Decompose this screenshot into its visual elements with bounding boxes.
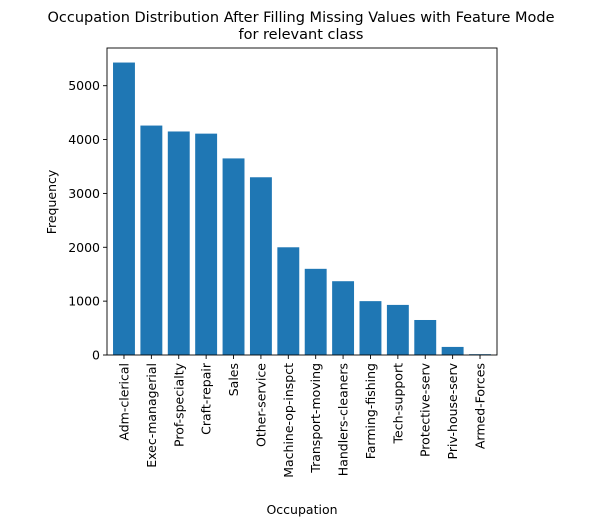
x-tick-label: Protective-serv xyxy=(418,362,433,457)
x-tick-label: Farming-fishing xyxy=(363,363,378,459)
y-tick-label: 3000 xyxy=(68,186,100,201)
x-axis-ticks: Adm-clerical Exec-managerial Prof-specialt… xyxy=(116,355,488,478)
plot-frame xyxy=(106,47,498,356)
y-tick-label: 4000 xyxy=(68,132,100,147)
bar-farming-fishing xyxy=(359,301,382,355)
bar-exec-managerial xyxy=(140,125,163,355)
bar-priv-house-serv xyxy=(441,346,464,355)
x-tick-label: Prof-specialty xyxy=(171,362,186,447)
x-tick-label: Priv-house-serv xyxy=(445,362,460,459)
y-axis-ticks: 0 1000 2000 3000 4000 5000 xyxy=(68,78,107,363)
x-tick-label: Tech-support xyxy=(390,363,405,445)
x-tick-label: Craft-repair xyxy=(199,362,214,435)
bar-sales xyxy=(222,158,245,355)
x-tick-label: Armed-Forces xyxy=(473,363,488,449)
x-tick-label: Other-service xyxy=(253,363,268,447)
bar-handlers-cleaners xyxy=(332,281,355,355)
bars-group xyxy=(113,62,491,355)
bar-adm-clerical xyxy=(113,62,135,355)
y-tick-label: 2000 xyxy=(68,240,100,255)
x-tick-label: Adm-clerical xyxy=(116,363,131,441)
y-tick-label: 1000 xyxy=(68,294,100,309)
chart-title-line-1: Occupation Distribution After Filling Mi… xyxy=(48,10,555,26)
x-tick-label: Exec-managerial xyxy=(144,363,159,468)
bar-other-service xyxy=(249,177,272,355)
bar-transport-moving xyxy=(304,268,327,355)
y-tick-label: 0 xyxy=(92,348,100,363)
y-axis-label: Frequency xyxy=(44,169,59,234)
x-tick-label: Sales xyxy=(226,363,241,396)
bar-protective-serv xyxy=(414,319,437,355)
bar-machine-op-inspct xyxy=(277,247,300,355)
x-axis-label: Occupation xyxy=(266,502,337,517)
x-tick-label: Handlers-cleaners xyxy=(336,363,351,476)
x-tick-label: Machine-op-inspct xyxy=(281,363,296,478)
bar-prof-specialty xyxy=(167,131,190,355)
x-tick-label: Transport-moving xyxy=(308,363,323,474)
bar-craft-repair xyxy=(195,133,218,355)
chart-title-line-2: for relevant class xyxy=(238,27,363,43)
bar-tech-support xyxy=(386,304,409,355)
y-tick-label: 5000 xyxy=(68,78,100,93)
